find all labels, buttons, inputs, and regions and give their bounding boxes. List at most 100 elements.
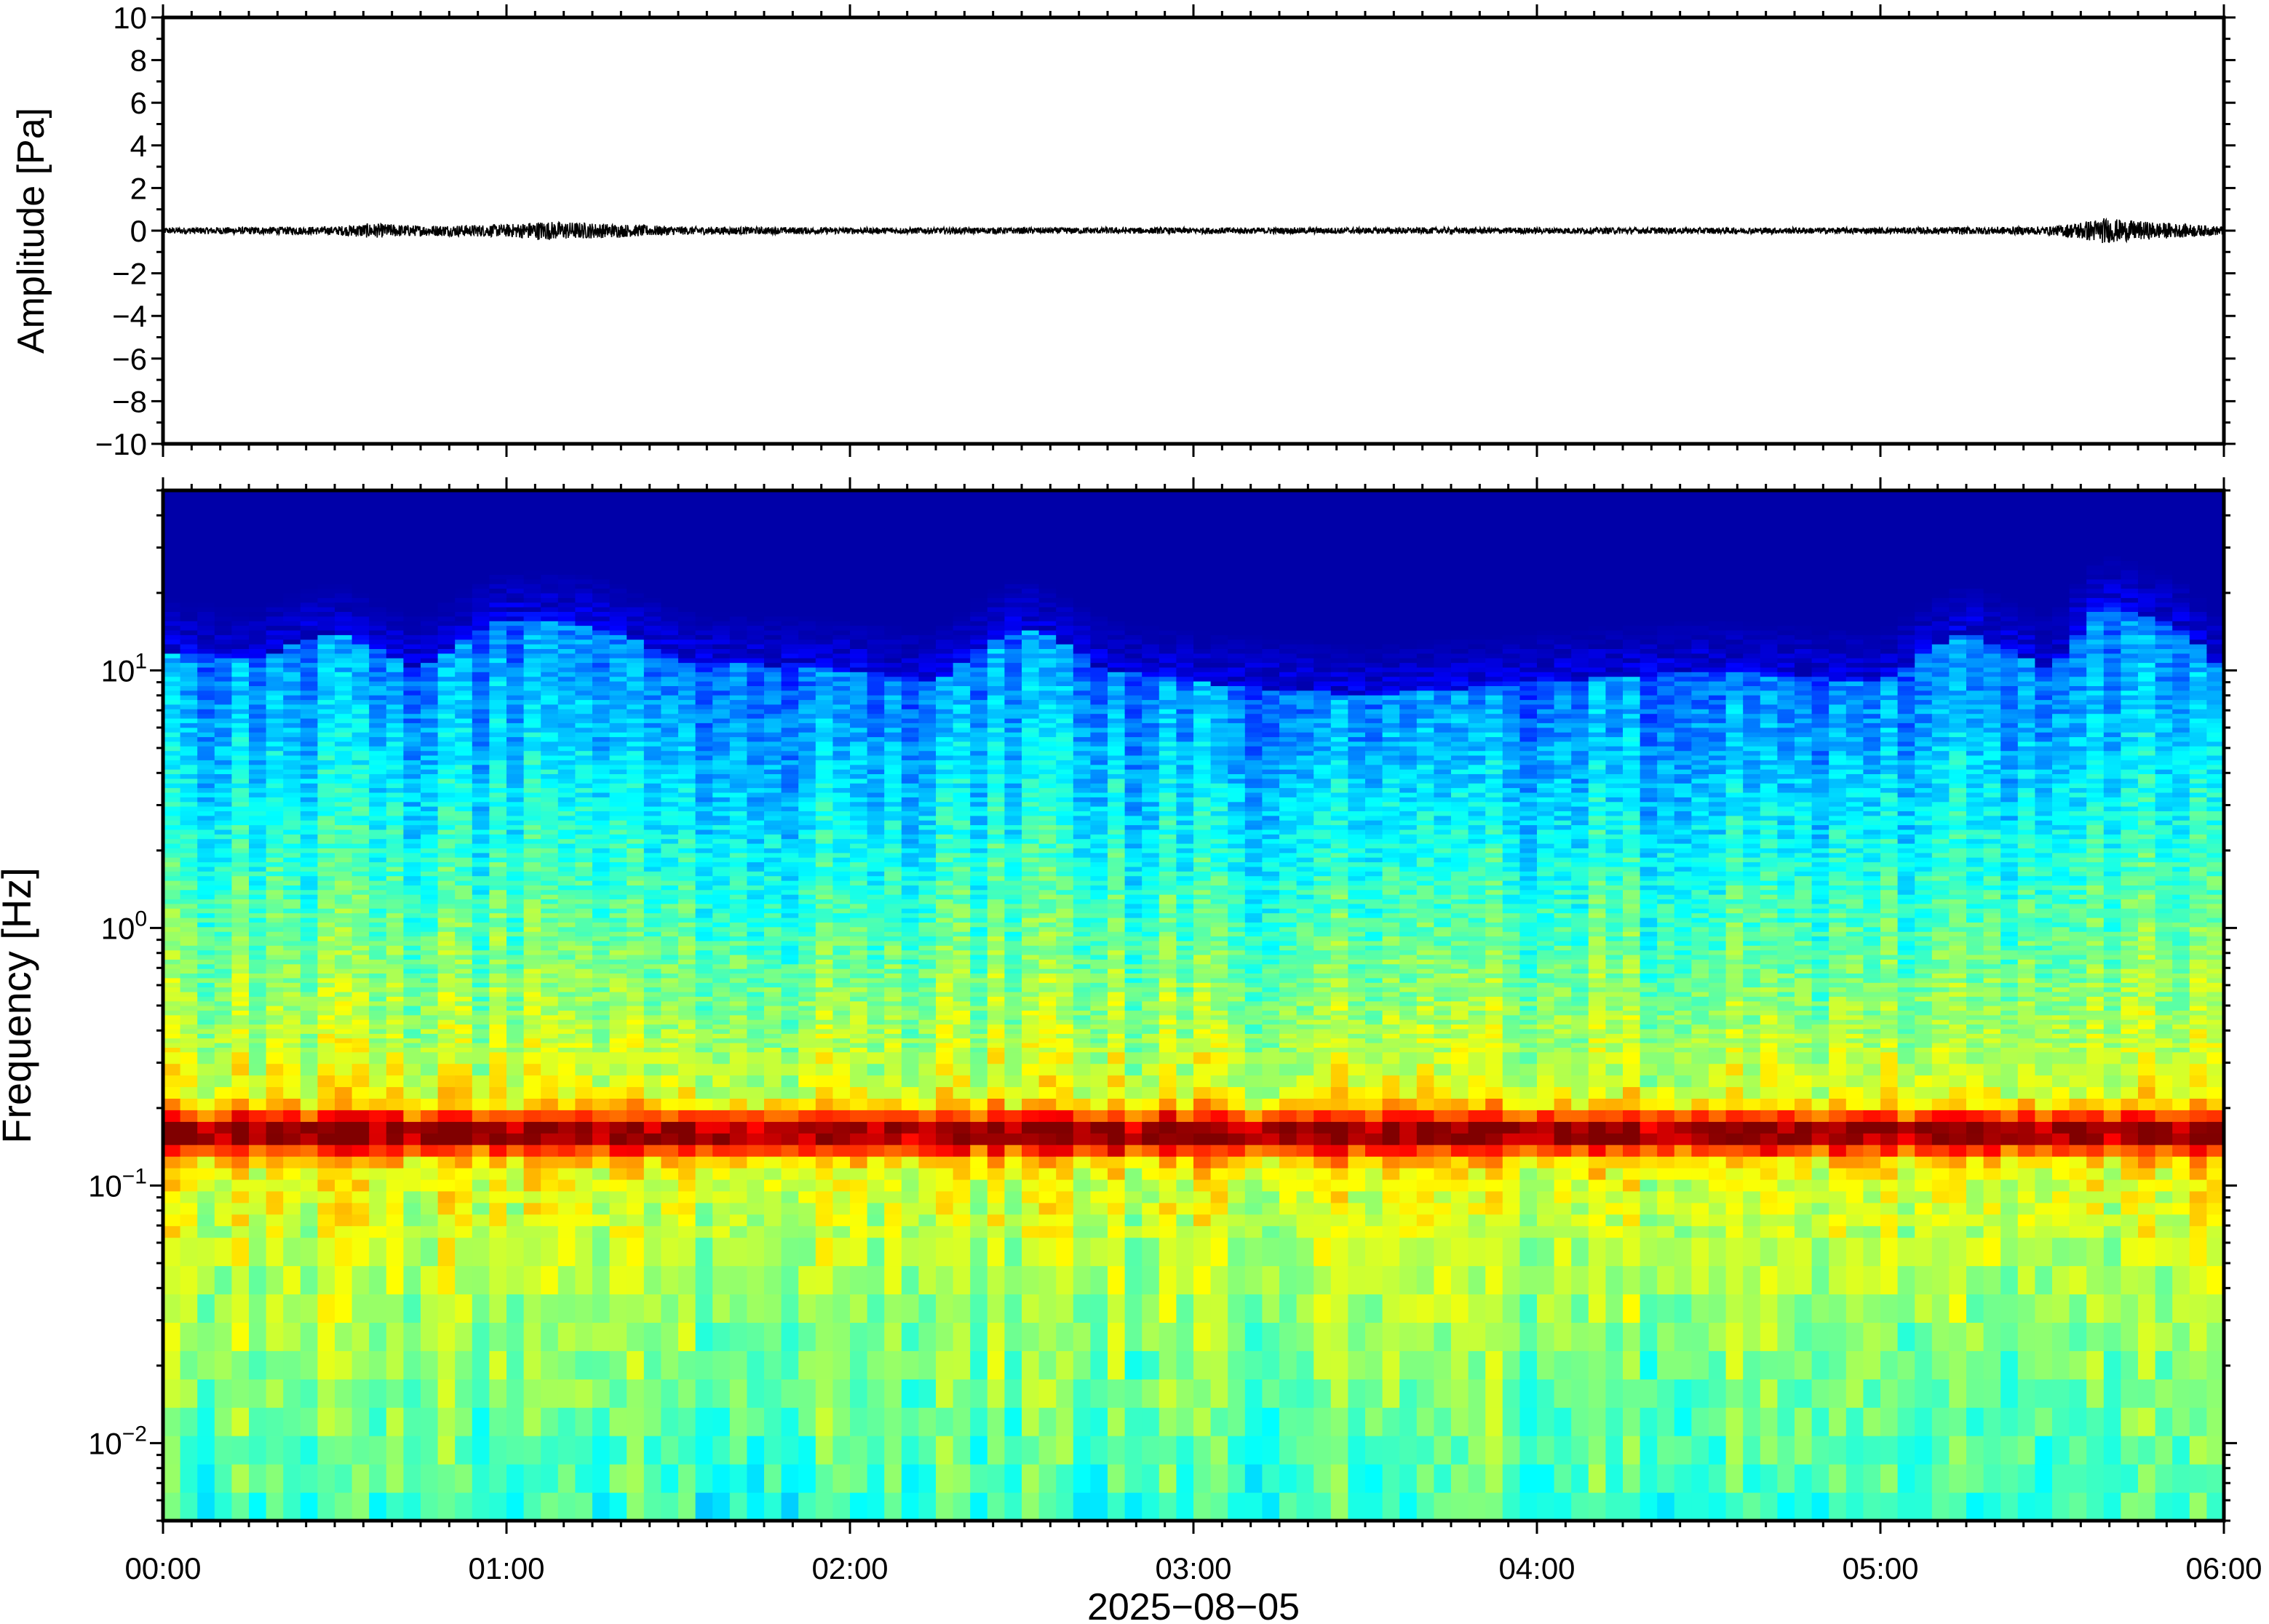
spectrogram-cell [352,611,370,616]
spectrogram-cell [489,1033,506,1038]
spectrogram-cell [627,867,644,872]
spectrogram-cell [575,918,592,923]
spectrogram-cell [644,528,661,533]
spectrogram-cell [644,820,661,825]
spectrogram-cell [610,839,627,844]
spectrogram-cell [455,1043,472,1048]
spectrogram-cell [455,1322,472,1351]
spectrogram-cell [421,820,438,825]
spectrogram-cell [678,597,696,602]
spectrogram-cell [197,1121,215,1134]
spectrogram-cell [369,528,386,533]
spectrogram-cell [301,760,318,765]
spectrogram-cell [335,931,352,936]
spectrogram-cell [506,709,524,714]
spectrogram-cell [403,955,421,960]
spectrogram-cell [627,1156,644,1169]
spectrogram-cell [455,959,472,964]
spectrogram-cell [696,1015,713,1020]
spectrogram-cell [215,667,232,672]
spectrogram-cell [317,1024,335,1030]
spectrogram-cell [438,1133,456,1145]
spectrogram-cell [558,626,576,631]
spectrogram-cell [215,1294,232,1324]
spectrogram-cell [472,816,490,821]
spectrogram-cell [712,1024,730,1030]
spectrogram-cell [180,723,198,728]
spectrogram-cell [231,996,249,1001]
spectrogram-cell [283,1121,301,1134]
spectrogram-cell [249,1024,266,1030]
spectrogram-cell [249,982,266,987]
spectrogram-cell [610,584,627,589]
spectrogram-cell [301,973,318,978]
spectrogram-cell [301,913,318,918]
spectrogram-cell [678,829,696,835]
spectrogram-cell [627,597,644,602]
spectrogram-cell [403,1110,421,1122]
spectrogram-cell [524,904,541,909]
spectrogram-cell [317,528,335,533]
spectrogram-cell [712,1203,730,1215]
spectrogram-cell [421,523,438,528]
spectrogram-cell [317,964,335,969]
spectrogram-cell [696,959,713,964]
spectrogram-cell [215,982,232,987]
spectrogram-cell [489,1029,506,1034]
spectrogram-cell [627,634,644,640]
spectrogram-cell [541,1168,558,1180]
spectrogram-cell [317,1492,335,1521]
spectrogram-cell [472,523,490,528]
spectrogram-cell [558,955,576,960]
spectrogram-cell [592,792,610,797]
spectrogram-cell [403,501,421,506]
spectrogram-cell [627,853,644,858]
spectrogram-cell [661,839,678,844]
spectrogram-cell [455,1203,472,1215]
spectrogram-cell [489,699,506,704]
spectrogram-cell [506,964,524,969]
spectrogram-cell [627,765,644,770]
spectrogram-cell [627,1168,644,1180]
spectrogram-cell [369,1168,386,1180]
spectrogram-cell [215,829,232,835]
spectrogram-cell [696,1064,713,1076]
spectrogram-cell [180,982,198,987]
spectrogram-cell [231,533,249,538]
spectrogram-cell [215,589,232,594]
spectrogram-cell [455,690,472,696]
spectrogram-cell [489,1038,506,1043]
spectrogram-cell [421,653,438,658]
spectrogram-cell [197,607,215,612]
spectrogram-cell [249,1110,266,1122]
spectrogram-cell [180,505,198,510]
spectrogram-cell [180,593,198,598]
spectrogram-cell [421,1294,438,1324]
spectrogram-cell [335,644,352,649]
spectrogram-cell [369,857,386,862]
spectrogram-cell [317,820,335,825]
spectrogram-cell [317,514,335,520]
spectrogram-cell [386,501,404,506]
spectrogram-cell [163,816,180,821]
spectrogram-cell [421,505,438,510]
spectrogram-cell [180,699,198,704]
spectrogram-cell [644,1075,661,1088]
spectrogram-cell [403,685,421,690]
spectrogram-cell [438,802,456,807]
spectrogram-cell [369,546,386,552]
spectrogram-cell [575,1087,592,1099]
spectrogram-cell [180,968,198,974]
spectrogram-cell [592,593,610,598]
spectrogram-cell [592,1492,610,1521]
spectrogram-cell [266,1294,284,1324]
spectrogram-cell [369,908,386,913]
spectrogram-cell [317,829,335,835]
spectrogram-cell [558,890,576,895]
spectrogram-cell [627,728,644,733]
spectrogram-cell [472,1214,490,1227]
spectrogram-cell [369,690,386,696]
spectrogram-cell [506,1191,524,1203]
spectrogram-cell [712,959,730,964]
spectrogram-cell [163,611,180,616]
